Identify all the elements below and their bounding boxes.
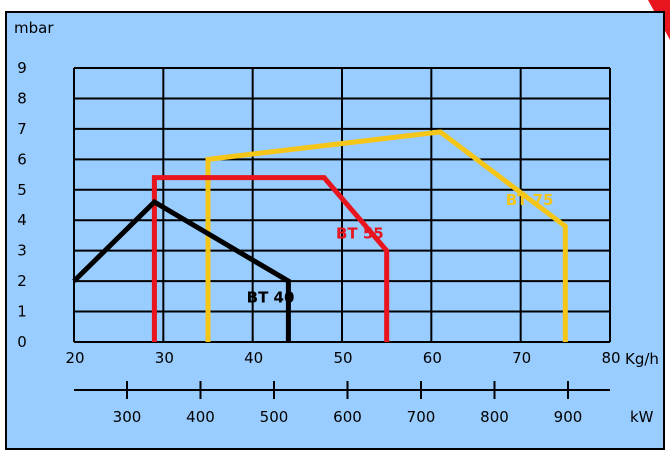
x-tick-label: 60 bbox=[423, 349, 442, 367]
chart-panel bbox=[5, 11, 665, 450]
x-tick-label: 20 bbox=[65, 349, 84, 367]
series-line-bt-55 bbox=[151, 175, 390, 342]
y-tick-label: 9 bbox=[17, 59, 27, 77]
y-tick-label: 5 bbox=[17, 181, 27, 199]
series-label-bt-55: BT 55 bbox=[336, 224, 384, 242]
secondary-tick-label: 800 bbox=[480, 408, 509, 426]
secondary-tick-label: 600 bbox=[333, 408, 362, 426]
y-axis-tick-labels: 0 1 2 3 4 5 6 7 8 9 bbox=[17, 59, 27, 351]
x-tick-label: 40 bbox=[244, 349, 263, 367]
series-label-bt-40: BT 40 bbox=[247, 288, 295, 306]
y-tick-label: 2 bbox=[17, 272, 27, 290]
y-tick-label: 8 bbox=[17, 89, 27, 107]
y-tick-label: 4 bbox=[17, 211, 27, 229]
secondary-tick-label: 500 bbox=[260, 408, 289, 426]
x-tick-label: 30 bbox=[155, 349, 174, 367]
secondary-tick-label: 700 bbox=[407, 408, 436, 426]
x-tick-label: 50 bbox=[333, 349, 352, 367]
y-axis-unit-label: mbar bbox=[14, 19, 54, 37]
secondary-axis: 300 400 500 600 700 800 900 bbox=[74, 381, 610, 426]
x-tick-label: 70 bbox=[512, 349, 531, 367]
series-line-bt-40 bbox=[72, 198, 291, 342]
secondary-tick-label: 900 bbox=[554, 408, 583, 426]
x-axis-tick-labels: 20 30 40 50 60 70 80 bbox=[65, 349, 620, 367]
y-tick-label: 7 bbox=[17, 120, 27, 138]
x-axis-unit-label: Kg/h bbox=[625, 350, 659, 368]
secondary-axis-unit-label: kW bbox=[630, 408, 654, 426]
series-line-bt-75 bbox=[205, 129, 568, 342]
x-tick-label: 80 bbox=[601, 349, 620, 367]
y-tick-label: 0 bbox=[17, 333, 27, 351]
plot-grid bbox=[73, 67, 611, 343]
y-tick-label: 3 bbox=[17, 242, 27, 260]
y-tick-label: 1 bbox=[17, 303, 27, 321]
series-layer bbox=[72, 129, 568, 342]
secondary-tick-label: 400 bbox=[186, 408, 215, 426]
series-label-bt-75: BT 75 bbox=[506, 191, 554, 209]
secondary-tick-label: 300 bbox=[113, 408, 142, 426]
y-tick-label: 6 bbox=[17, 150, 27, 168]
series-labels: BT 40 BT 55 BT 75 bbox=[247, 191, 554, 306]
